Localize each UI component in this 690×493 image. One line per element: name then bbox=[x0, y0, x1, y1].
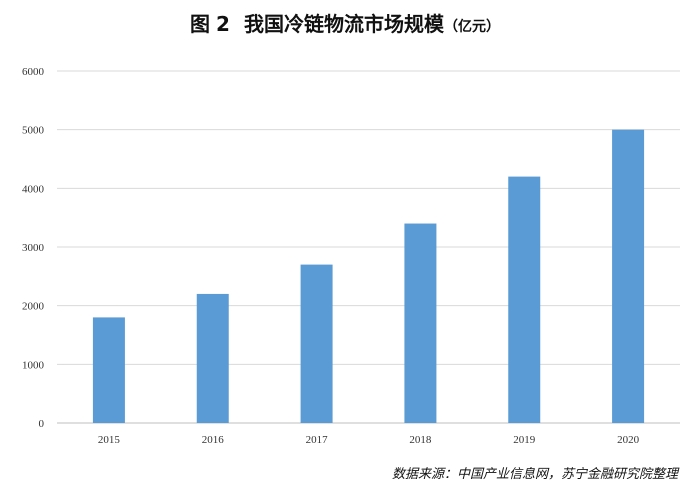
x-tick-label: 2019 bbox=[513, 434, 536, 446]
y-tick-label: 2000 bbox=[22, 301, 45, 313]
figure-title-text: 我国冷链物流市场规模 bbox=[243, 12, 444, 36]
source-note: 数据来源：中国产业信息网，苏宁金融研究院整理 bbox=[391, 467, 678, 482]
x-tick-label: 2017 bbox=[306, 434, 329, 446]
bar-2016 bbox=[196, 293, 229, 423]
bar-2015 bbox=[92, 317, 125, 423]
bar-2017 bbox=[300, 264, 333, 423]
x-tick-label: 2018 bbox=[409, 434, 432, 446]
y-tick-label: 3000 bbox=[22, 242, 45, 254]
x-tick-label: 2015 bbox=[98, 434, 121, 446]
figure-label: 图 bbox=[190, 12, 211, 36]
y-tick-label: 5000 bbox=[22, 125, 45, 137]
chart-title: 图 2 我国冷链物流市场规模（亿元） bbox=[0, 8, 690, 37]
y-tick-label: 1000 bbox=[22, 359, 45, 371]
bar-2018 bbox=[404, 223, 437, 423]
y-tick-label: 6000 bbox=[22, 66, 45, 78]
y-tick-label: 0 bbox=[39, 418, 45, 430]
figure-unit: （亿元） bbox=[443, 19, 500, 35]
y-tick-label: 4000 bbox=[22, 183, 45, 195]
bar-2019 bbox=[508, 176, 541, 423]
bar-2020 bbox=[612, 129, 645, 423]
figure-number: 2 bbox=[216, 12, 230, 36]
x-tick-label: 2020 bbox=[617, 434, 640, 446]
x-tick-label: 2016 bbox=[202, 434, 225, 446]
